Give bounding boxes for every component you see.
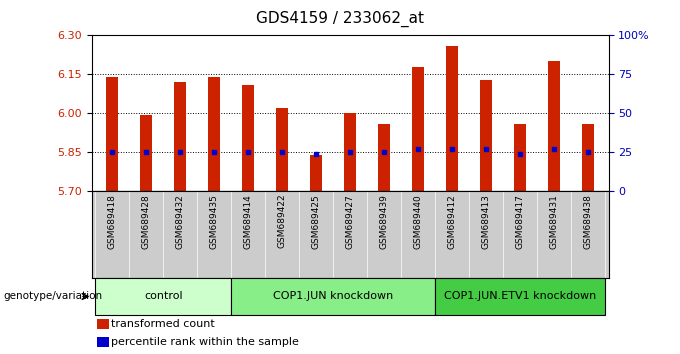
- Text: percentile rank within the sample: percentile rank within the sample: [112, 337, 299, 347]
- Text: GSM689425: GSM689425: [311, 194, 321, 249]
- Bar: [446, 46, 458, 191]
- Bar: [95, 278, 231, 315]
- Text: GSM689427: GSM689427: [345, 194, 355, 249]
- Bar: [174, 82, 186, 191]
- Text: GSM689428: GSM689428: [141, 194, 151, 249]
- Text: control: control: [144, 291, 182, 302]
- Text: GSM689431: GSM689431: [549, 194, 559, 249]
- Bar: [344, 113, 356, 191]
- Text: GSM689440: GSM689440: [413, 194, 423, 249]
- Bar: [548, 61, 560, 191]
- Text: GSM689414: GSM689414: [243, 194, 253, 249]
- Text: genotype/variation: genotype/variation: [3, 291, 103, 302]
- Text: GSM689417: GSM689417: [515, 194, 525, 249]
- Text: COP1.JUN.ETV1 knockdown: COP1.JUN.ETV1 knockdown: [444, 291, 596, 302]
- Text: GSM689438: GSM689438: [583, 194, 593, 249]
- Bar: [242, 85, 254, 191]
- Text: GSM689418: GSM689418: [107, 194, 117, 249]
- Bar: [140, 115, 152, 191]
- Bar: [231, 278, 435, 315]
- Bar: [208, 77, 220, 191]
- Bar: [480, 80, 492, 191]
- Text: GSM689439: GSM689439: [379, 194, 389, 249]
- Bar: [97, 319, 109, 329]
- Text: GSM689422: GSM689422: [277, 194, 287, 249]
- Text: transformed count: transformed count: [112, 319, 215, 329]
- Bar: [435, 278, 605, 315]
- Bar: [310, 155, 322, 191]
- Bar: [582, 124, 594, 191]
- Bar: [106, 77, 118, 191]
- Bar: [97, 337, 109, 347]
- Bar: [276, 108, 288, 191]
- Text: COP1.JUN knockdown: COP1.JUN knockdown: [273, 291, 393, 302]
- Bar: [514, 124, 526, 191]
- Bar: [412, 67, 424, 191]
- Text: GSM689432: GSM689432: [175, 194, 185, 249]
- Text: GSM689435: GSM689435: [209, 194, 219, 249]
- Text: GSM689413: GSM689413: [481, 194, 491, 249]
- Text: GSM689412: GSM689412: [447, 194, 457, 249]
- Bar: [378, 124, 390, 191]
- Text: GDS4159 / 233062_at: GDS4159 / 233062_at: [256, 11, 424, 27]
